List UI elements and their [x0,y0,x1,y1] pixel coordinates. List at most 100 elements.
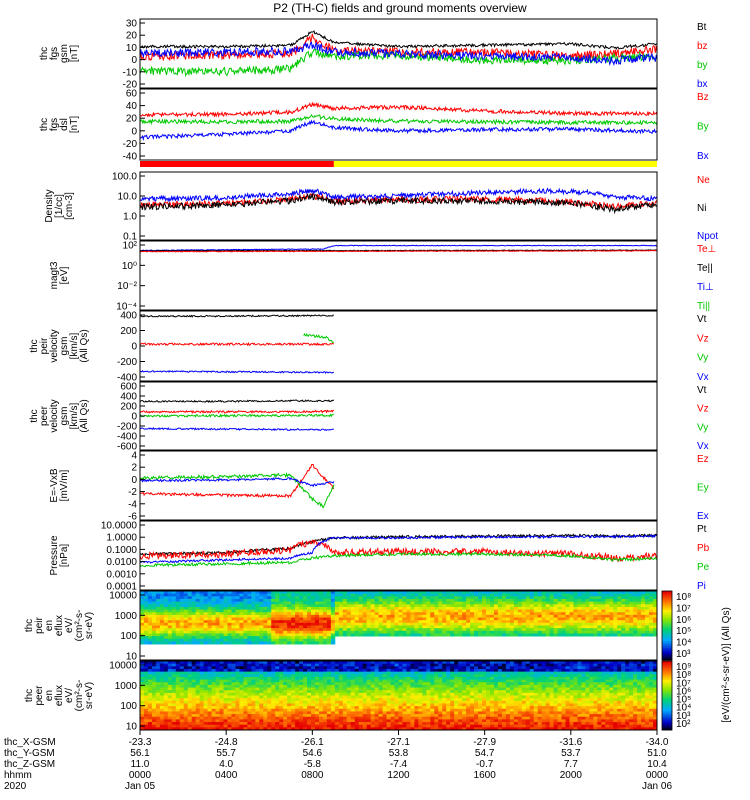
spectrogram-cell [191,596,197,600]
spectrogram-cell [378,663,383,667]
spectrogram-cell [521,606,527,610]
spectrogram-cell [442,628,447,632]
legend-entry: Te⊥ [697,244,716,255]
spectrogram-cell [195,708,201,712]
spectrogram-cell [509,628,515,632]
spectrogram-cell [653,604,658,608]
spectrogram-cell [267,690,272,694]
spectrogram-cell [645,601,650,605]
spectrogram-cell [517,630,523,634]
spectrogram-cell [291,692,296,696]
spectrogram-cell [354,719,360,723]
spectrogram-cell [390,601,395,605]
spectrogram-cell [497,714,503,718]
spectrogram-cell [295,700,300,704]
spectrogram-cell [545,625,551,629]
spectrogram-cell [330,609,336,613]
spectrogram-cell [287,628,292,632]
spectrogram-cell [462,695,467,699]
spectrogram-cell [517,593,523,597]
spectrogram-cell [454,708,459,712]
spectrogram-cell [533,606,539,610]
spectrogram-cell [291,724,296,728]
spectrogram-cell [613,596,618,600]
spectrogram-cell [406,700,411,704]
spectrogram-cell [187,692,193,696]
spectrogram-cell [470,604,475,608]
spectrogram-cell [227,625,232,629]
spectrogram-cell [629,625,634,629]
spectrogram-cell [541,614,547,618]
spectrogram-cell [549,606,554,610]
spectrogram-cell [374,684,380,688]
spectrogram-cell [143,620,149,624]
spectrogram-cell [458,628,463,632]
spectrogram-cell [326,604,332,608]
spectrogram-cell [147,638,153,642]
spectrogram-cell [215,690,220,694]
spectrogram-cell [358,601,364,605]
spectrogram-cell [227,727,232,731]
spectrogram-cell [378,622,383,626]
spectrogram-cell [470,628,475,632]
spectrogram-cell [259,628,264,632]
spectrogram-cell [390,604,395,608]
spectrogram-cell [601,633,606,637]
spectrogram-cell [183,719,189,723]
spectrogram-cell [183,682,189,686]
spectrogram-cell [263,628,268,632]
spectrogram-cell [195,671,201,675]
spectrogram-cell [501,676,507,680]
spectrogram-cell [311,671,316,675]
spectrogram-cell [645,591,650,595]
spectrogram-cell [366,671,372,675]
spectrogram-cell [140,617,145,621]
spectrogram-cell [199,661,205,665]
spectrogram-cell [263,633,268,637]
spectrogram-cell [283,620,288,624]
spectrogram-cell [283,630,288,634]
spectrogram-cell [159,698,165,702]
spectrogram-cell [251,700,256,704]
spectrogram-cell [287,711,292,715]
spectrogram-cell [565,620,570,624]
spectrogram-cell [549,593,554,597]
spectrogram-cell [199,714,205,718]
spectrogram-cell [613,601,618,605]
spectrogram-cell [247,641,252,645]
spectrogram-cell [342,604,348,608]
spectrogram-cell [175,690,181,694]
spectrogram-cell [187,609,193,613]
spectrogram-cell [243,676,248,680]
spectrogram-cell [557,633,562,637]
spectrogram-cell [390,700,395,704]
spectrogram-cell [147,633,153,637]
spectrogram-cell [175,695,181,699]
spectrogram-cell [171,625,177,629]
spectrogram-cell [195,598,201,603]
spectrogram-cell [334,601,340,605]
spectrogram-cell [183,690,189,694]
spectrogram-cell [426,700,431,704]
spectrogram-cell [159,724,165,728]
spectrogram-cell [223,596,228,600]
spectrogram-cell [231,625,236,629]
spectrogram-cell [247,676,252,680]
spectrogram-cell [569,622,574,626]
spectrogram-cell [199,596,205,600]
spectrogram-cell [645,633,650,637]
spectrogram-cell [569,612,574,616]
spectrogram-cell [653,593,658,597]
spectrogram-cell [251,698,256,702]
spectrogram-cell [263,719,268,723]
series-fgs-bt-Bt [139,29,658,50]
spectrogram-cell [271,622,276,626]
spectrogram-cell [175,663,181,667]
spectrogram-cell [378,606,383,610]
spectrogram-cell [263,703,268,707]
colorbar-step [662,644,672,647]
spectrogram-cell [386,591,391,595]
panel-frame [139,310,658,382]
spectrogram-cell [183,711,189,715]
spectrogram-cell [275,628,280,632]
